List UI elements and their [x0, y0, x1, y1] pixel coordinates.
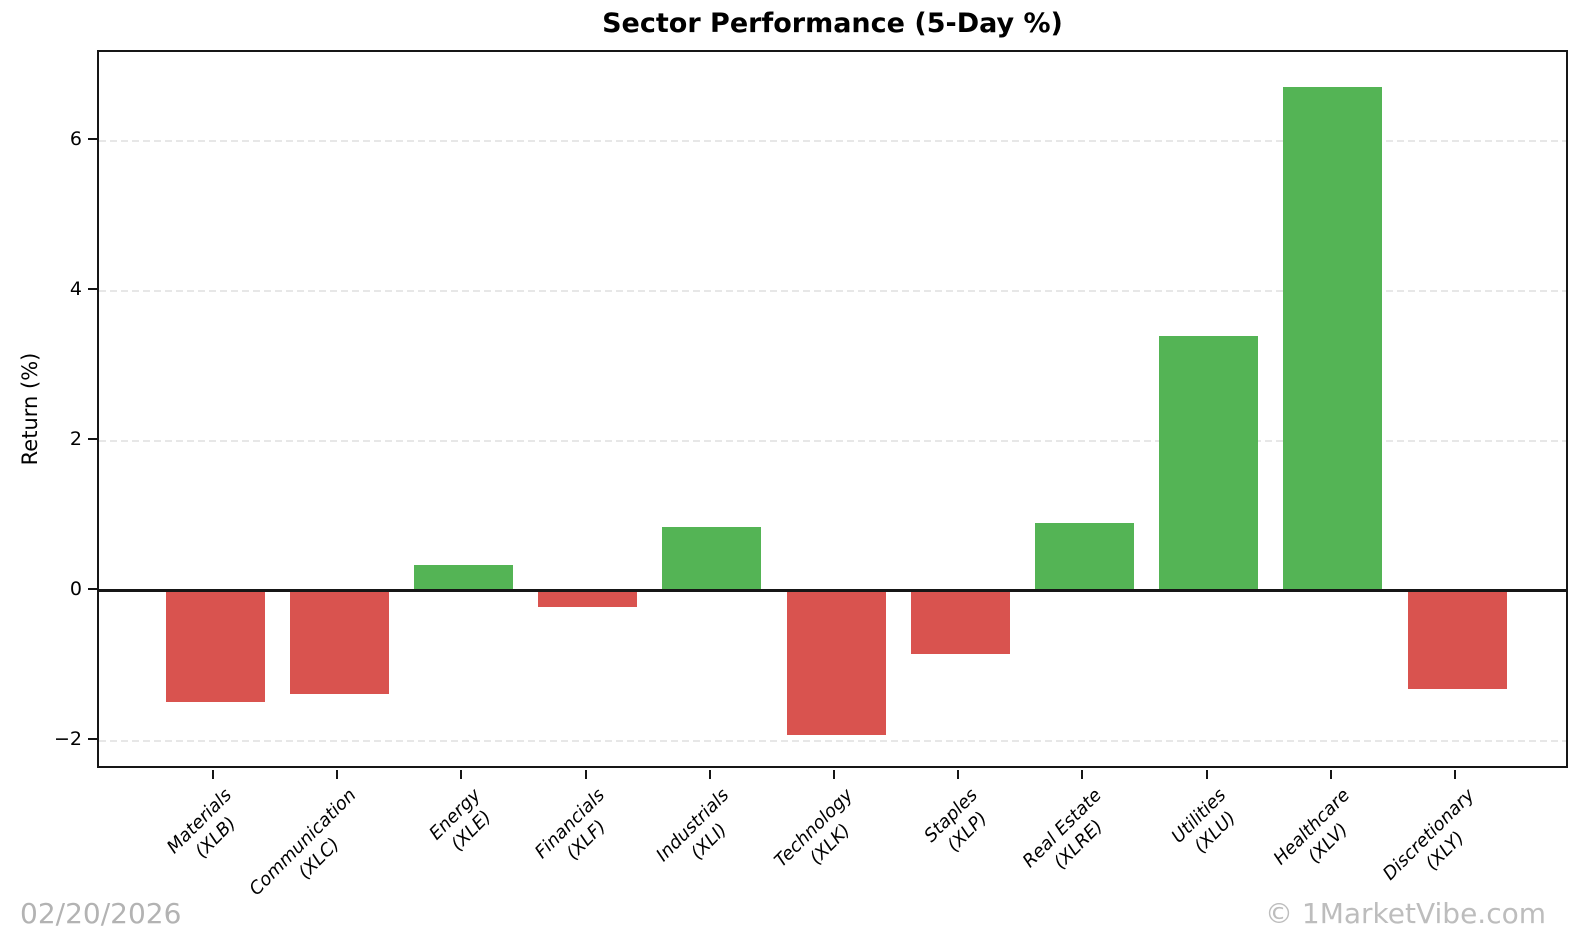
y-tick-label-2: 2 — [69, 427, 82, 450]
x-tick-label-financials: Financials (XLF) — [530, 784, 626, 880]
x-tick-mark-technology — [833, 770, 835, 779]
x-tick-mark-industrials — [708, 770, 711, 779]
x-tick-mark-communication — [336, 770, 339, 779]
chart-title: Sector Performance (5-Day %) — [602, 8, 1063, 39]
x-tick-label-energy: Energy (XLE) — [425, 784, 503, 862]
x-tick-label-discretionary: Discretionary (XLY) — [1378, 784, 1496, 902]
x-tick-label-utilities: Utilities (XLU) — [1167, 784, 1248, 865]
bar-financials-xlf — [538, 590, 638, 608]
y-tick-mark-2 — [88, 437, 97, 440]
footer-watermark: © 1MarketVibe.com — [1265, 897, 1546, 930]
y-tick-label-4: 4 — [69, 278, 82, 301]
bar-utilities-xlu — [1159, 336, 1259, 591]
gridline-y--2 — [99, 739, 1566, 742]
bar-real-estate-xlre — [1034, 522, 1134, 591]
x-tick-label-staples: Staples (XLP) — [919, 784, 999, 864]
x-tick-mark-healthcare — [1329, 770, 1332, 779]
x-tick-label-industrials: Industrials (XLI) — [651, 784, 750, 883]
y-tick-label-6: 6 — [69, 128, 82, 151]
plot-area — [97, 50, 1568, 768]
bar-staples-xlp — [910, 590, 1010, 654]
bar-healthcare-xlv — [1283, 87, 1383, 591]
x-tick-label-healthcare: Healthcare (XLV) — [1269, 784, 1372, 887]
bar-industrials-xli — [662, 527, 762, 591]
x-tick-mark-energy — [460, 770, 463, 779]
bar-technology-xlk — [786, 590, 886, 735]
x-tick-mark-utilities — [1205, 770, 1208, 779]
x-tick-label-technology: Technology (XLK) — [770, 784, 875, 889]
bar-discretionary-xly — [1407, 590, 1507, 690]
bar-communication-xlc — [289, 590, 389, 695]
y-tick-label--2: −2 — [53, 727, 82, 750]
x-tick-label-communication: Communication (XLC) — [245, 784, 378, 917]
x-tick-mark-financials — [584, 770, 587, 779]
x-tick-mark-materials — [212, 770, 214, 779]
y-tick-mark--2 — [88, 737, 97, 740]
y-tick-label-0: 0 — [69, 577, 82, 600]
y-tick-mark-0 — [88, 587, 97, 590]
gridline-y-6 — [99, 140, 1566, 143]
x-tick-mark-staples — [957, 770, 960, 779]
x-tick-label-materials: Materials (XLB) — [163, 784, 254, 875]
x-tick-label-real-estate: Real Estate (XLRE) — [1018, 784, 1123, 889]
gridline-y-4 — [99, 290, 1566, 293]
y-tick-mark-6 — [88, 138, 97, 141]
x-tick-mark-real-estate — [1081, 770, 1084, 779]
y-tick-mark-4 — [88, 288, 97, 291]
bar-energy-xle — [413, 564, 513, 591]
footer-date: 02/20/2026 — [20, 897, 182, 930]
zero-baseline — [99, 589, 1566, 593]
bar-materials-xlb — [165, 590, 265, 702]
x-tick-mark-discretionary — [1454, 770, 1456, 779]
gridline-y-2 — [99, 439, 1566, 442]
